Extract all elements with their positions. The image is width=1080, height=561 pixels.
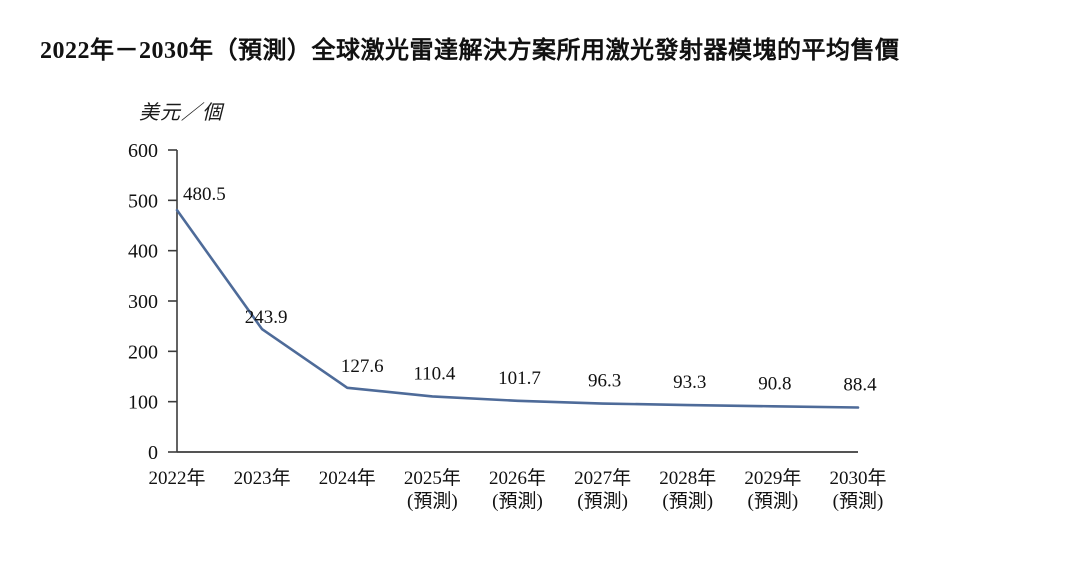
y-tick-label: 200 xyxy=(128,341,158,363)
y-tick-label: 500 xyxy=(128,190,158,212)
x-tick-label: 2027年 xyxy=(574,467,631,489)
x-tick-sublabel: (預測) xyxy=(748,490,799,512)
data-label: 90.8 xyxy=(758,373,791,394)
data-label: 96.3 xyxy=(588,371,621,392)
y-tick-label: 400 xyxy=(128,241,158,263)
x-tick-sublabel: (預測) xyxy=(833,490,884,512)
x-tick-label: 2025年 xyxy=(404,467,461,489)
data-label: 110.4 xyxy=(413,363,456,384)
y-axis-unit-label: 美元／個 xyxy=(139,102,223,124)
y-tick-label: 0 xyxy=(148,442,158,464)
y-tick-label: 600 xyxy=(128,140,158,162)
x-tick-label: 2030年 xyxy=(829,467,886,489)
data-label: 101.7 xyxy=(498,368,541,389)
y-tick-label: 300 xyxy=(128,291,158,313)
x-tick-label: 2022年 xyxy=(148,467,205,489)
x-tick-label: 2026年 xyxy=(489,467,546,489)
data-label: 243.9 xyxy=(245,307,288,328)
data-label: 127.6 xyxy=(341,356,384,377)
x-tick-sublabel: (預測) xyxy=(407,490,458,512)
y-tick-label: 100 xyxy=(128,392,158,414)
x-tick-sublabel: (預測) xyxy=(492,490,543,512)
chart-title: 2022年－2030年（預測）全球激光雷達解決方案所用激光發射器模塊的平均售價 xyxy=(40,38,900,64)
x-tick-sublabel: (預測) xyxy=(662,490,713,512)
x-tick-label: 2024年 xyxy=(319,467,376,489)
data-label: 93.3 xyxy=(673,372,706,393)
x-tick-label: 2029年 xyxy=(744,467,801,489)
x-tick-label: 2028年 xyxy=(659,467,716,489)
x-tick-label: 2023年 xyxy=(234,467,291,489)
data-label: 88.4 xyxy=(843,375,877,396)
x-tick-sublabel: (預測) xyxy=(577,490,628,512)
data-label: 480.5 xyxy=(183,184,226,205)
price-line xyxy=(175,208,860,409)
